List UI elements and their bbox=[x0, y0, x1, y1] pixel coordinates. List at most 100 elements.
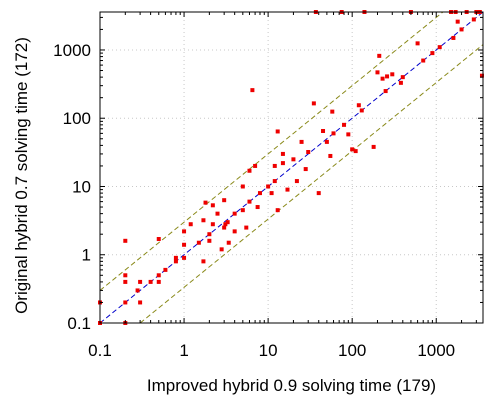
data-point bbox=[225, 220, 230, 225]
data-point bbox=[156, 279, 161, 284]
data-point bbox=[280, 161, 285, 166]
data-point bbox=[479, 73, 484, 78]
data-point bbox=[275, 129, 280, 134]
data-point bbox=[266, 184, 271, 189]
data-point bbox=[138, 300, 143, 305]
reference-line bbox=[99, 11, 444, 291]
x-tick-label: 0.1 bbox=[88, 341, 112, 360]
data-point bbox=[380, 76, 385, 81]
data-point bbox=[346, 132, 351, 137]
y-tick-label: 10 bbox=[72, 177, 91, 196]
data-point bbox=[294, 179, 299, 184]
data-point bbox=[123, 273, 128, 278]
data-point bbox=[451, 35, 456, 40]
data-point bbox=[182, 229, 187, 234]
data-point bbox=[377, 53, 382, 58]
data-point bbox=[299, 139, 304, 144]
data-point bbox=[306, 150, 311, 155]
data-point bbox=[196, 240, 201, 245]
data-point bbox=[311, 101, 316, 106]
data-point bbox=[371, 144, 376, 149]
data-point bbox=[244, 225, 249, 230]
x-tick-label: 100 bbox=[338, 341, 366, 360]
data-point bbox=[328, 153, 333, 158]
data-point bbox=[459, 27, 464, 32]
data-point bbox=[210, 203, 215, 208]
data-point bbox=[226, 240, 231, 245]
data-point bbox=[201, 218, 206, 223]
data-point bbox=[316, 191, 321, 196]
data-point bbox=[240, 208, 245, 213]
x-tick-label: 1000 bbox=[417, 341, 455, 360]
data-point bbox=[232, 229, 237, 234]
data-point bbox=[383, 89, 388, 94]
data-point bbox=[390, 72, 395, 77]
data-point bbox=[359, 108, 364, 113]
data-point bbox=[350, 147, 355, 152]
data-point bbox=[255, 205, 260, 210]
data-point bbox=[188, 222, 193, 227]
x-tick-label: 1 bbox=[179, 341, 188, 360]
data-point bbox=[269, 191, 274, 196]
data-point bbox=[207, 238, 212, 243]
data-point bbox=[210, 222, 215, 227]
data-points bbox=[98, 10, 484, 325]
y-tick-label: 1000 bbox=[53, 41, 91, 60]
data-point bbox=[257, 191, 262, 196]
data-point bbox=[247, 199, 252, 204]
reference-line bbox=[139, 44, 484, 324]
data-point bbox=[201, 259, 206, 264]
data-point bbox=[272, 163, 277, 168]
data-point bbox=[415, 41, 420, 46]
data-point bbox=[331, 131, 336, 136]
data-point bbox=[375, 70, 380, 75]
data-point bbox=[163, 267, 168, 272]
data-point bbox=[253, 163, 258, 168]
data-point bbox=[250, 88, 255, 93]
data-point bbox=[148, 279, 153, 284]
data-point bbox=[455, 19, 460, 24]
data-point bbox=[353, 149, 358, 154]
data-point bbox=[156, 237, 161, 242]
data-point bbox=[342, 122, 347, 127]
data-point bbox=[123, 238, 128, 243]
data-point bbox=[324, 139, 329, 144]
data-point bbox=[138, 279, 143, 284]
data-point bbox=[182, 242, 187, 247]
y-tick-label: 0.1 bbox=[67, 314, 91, 333]
data-point bbox=[272, 179, 277, 184]
x-axis-label: Improved hybrid 0.9 solving time (179) bbox=[147, 376, 436, 395]
data-point bbox=[321, 128, 326, 133]
data-point bbox=[280, 151, 285, 156]
data-point bbox=[247, 168, 252, 173]
data-point bbox=[421, 58, 426, 63]
data-point bbox=[223, 222, 228, 227]
data-point bbox=[303, 167, 308, 172]
data-point bbox=[123, 279, 128, 284]
data-point bbox=[207, 232, 212, 237]
data-point bbox=[219, 247, 224, 252]
data-point bbox=[398, 80, 403, 85]
data-point bbox=[471, 17, 476, 22]
data-point bbox=[285, 187, 290, 192]
data-point bbox=[156, 273, 161, 278]
data-point bbox=[173, 259, 178, 264]
data-point bbox=[203, 200, 208, 205]
data-point bbox=[222, 198, 227, 203]
plot-frame bbox=[99, 11, 484, 324]
data-point bbox=[232, 211, 237, 216]
y-tick-label: 1 bbox=[82, 246, 91, 265]
data-point bbox=[275, 208, 280, 213]
data-point bbox=[385, 74, 390, 79]
data-point bbox=[437, 45, 442, 50]
data-point bbox=[240, 184, 245, 189]
data-point bbox=[430, 51, 435, 56]
data-point bbox=[123, 300, 128, 305]
data-point bbox=[173, 255, 178, 260]
data-point bbox=[330, 109, 335, 114]
data-point bbox=[182, 255, 187, 260]
x-tick-label: 10 bbox=[259, 341, 278, 360]
y-tick-label: 100 bbox=[63, 109, 91, 128]
data-point bbox=[291, 157, 296, 162]
